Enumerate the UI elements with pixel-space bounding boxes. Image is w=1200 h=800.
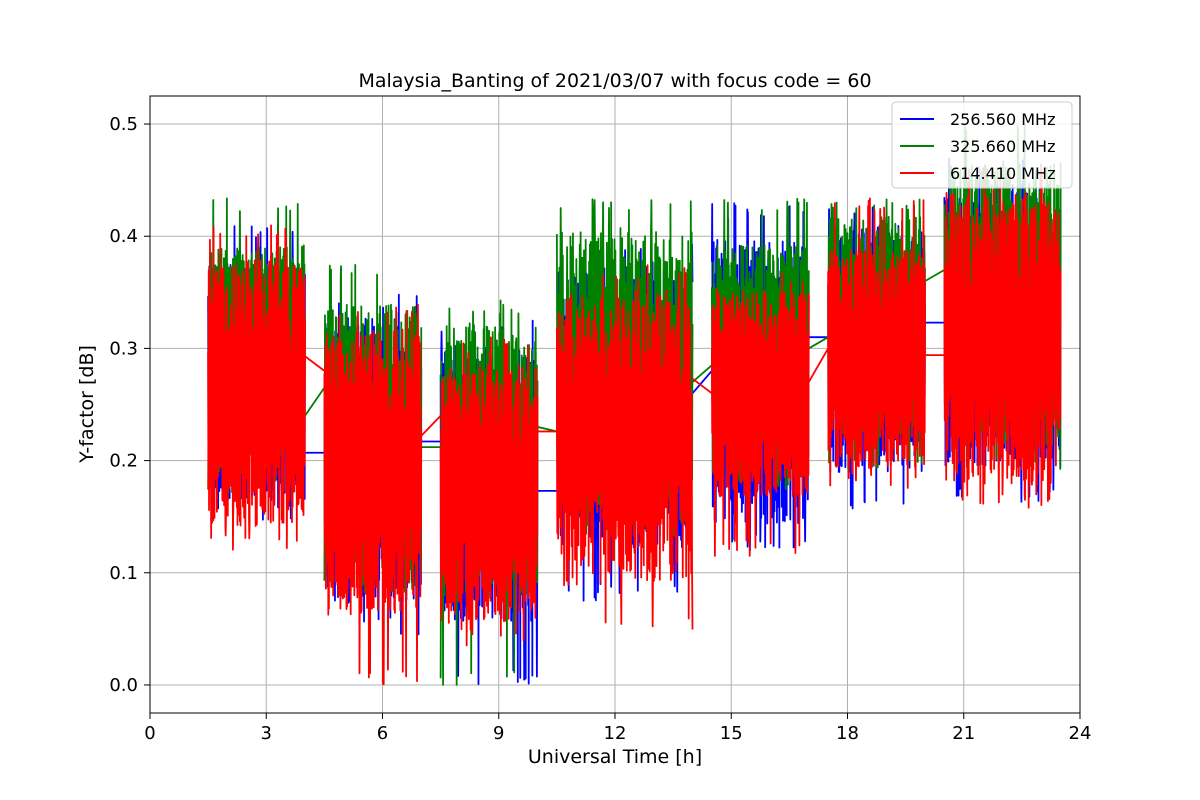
- series-bridge-line: [304, 355, 325, 372]
- legend-box: [891, 101, 1073, 189]
- legend-label: 614.410 MHz: [950, 164, 1055, 183]
- y-axis-label: Y-factor [dB]: [76, 345, 98, 464]
- series-bridge-line: [807, 347, 829, 383]
- y-tick-label: 0.0: [109, 675, 138, 696]
- x-tick-label: 18: [836, 723, 859, 744]
- axis-ticks: 0 3 6 9 12 15 18 21 24 0.0 0.1 0.2 0.3 0.4 0.5: [109, 114, 1091, 744]
- series-614-410-mhz: [207, 163, 1062, 686]
- data-series-layer: [207, 123, 1062, 686]
- series-bridge-line: [691, 364, 713, 383]
- series-segment-line: [207, 224, 306, 551]
- series-bridge-line: [304, 387, 326, 417]
- series-bridge-line: [808, 336, 829, 350]
- series-bridge-line: [691, 370, 713, 394]
- x-tick-label: 12: [604, 723, 627, 744]
- x-tick-label: 0: [144, 723, 155, 744]
- y-tick-label: 0.3: [109, 338, 138, 359]
- series-segment-line: [710, 272, 810, 557]
- y-tick-label: 0.2: [109, 451, 138, 472]
- chart-title: Malaysia_Banting of 2021/03/07 with focu…: [358, 70, 871, 92]
- series-bridge-line: [691, 377, 713, 395]
- series-segment-line: [827, 197, 926, 489]
- series-bridge-line: [420, 415, 442, 437]
- legend-label: 256.560 MHz: [950, 110, 1055, 129]
- series-segment-line: [555, 264, 694, 630]
- series-segment-line: [943, 163, 1062, 509]
- series-segment-line: [439, 336, 539, 647]
- series-segment-line: [323, 303, 423, 686]
- x-tick-label: 24: [1069, 723, 1092, 744]
- y-tick-label: 0.5: [109, 114, 138, 135]
- legend-label: 325.660 MHz: [950, 137, 1055, 156]
- x-tick-label: 3: [261, 723, 272, 744]
- x-tick-label: 15: [720, 723, 743, 744]
- y-tick-label: 0.4: [109, 226, 138, 247]
- x-tick-label: 9: [493, 723, 504, 744]
- y-tick-label: 0.1: [109, 563, 138, 584]
- x-tick-label: 21: [952, 723, 975, 744]
- x-tick-label: 6: [377, 723, 388, 744]
- series-bridge-line: [924, 269, 945, 282]
- legend: 256.560 MHz 325.660 MHz 614.410 MHz: [891, 101, 1073, 189]
- x-axis-label: Universal Time [h]: [528, 746, 702, 768]
